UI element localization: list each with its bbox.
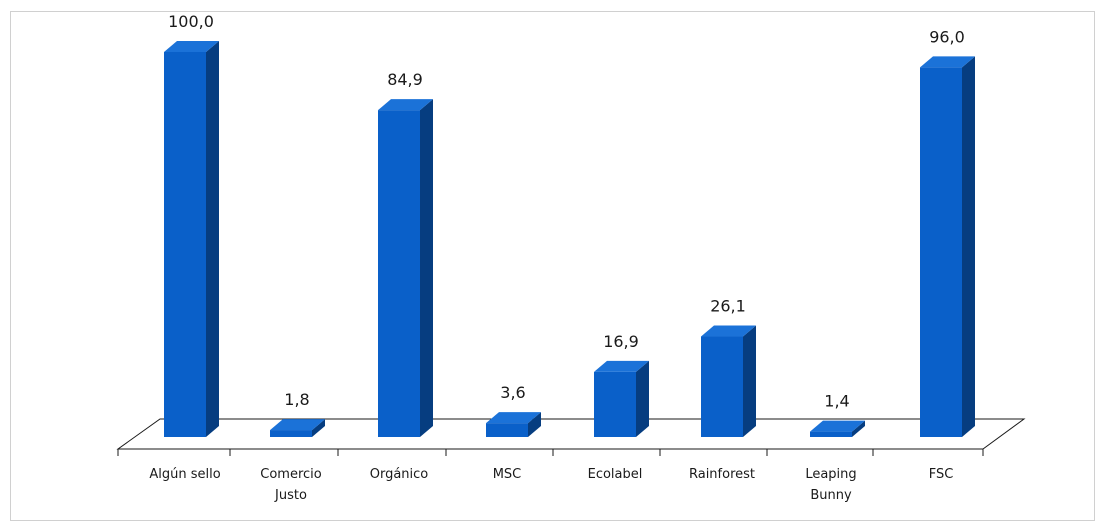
category-label: MSC	[493, 467, 522, 482]
bar-front	[270, 430, 312, 437]
bar-side	[420, 99, 433, 437]
data-label: 100,0	[168, 12, 214, 31]
data-label: 26,1	[710, 297, 746, 316]
chart-floor	[116, 418, 1026, 450]
bar-top	[378, 99, 433, 111]
data-label: 3,6	[500, 383, 525, 402]
data-label: 1,4	[824, 392, 849, 411]
value-labels-layer: 100,0 1,8 84,9 3,6 16,9 26,1 1,4 96,0	[168, 12, 965, 411]
bar-side	[206, 41, 219, 437]
bar	[920, 56, 975, 438]
bar-top	[164, 41, 219, 52]
bar-side	[528, 412, 541, 437]
bar-front	[920, 67, 962, 438]
bar-front	[486, 423, 528, 437]
bar	[270, 419, 325, 437]
category-axis: Algún sello Comercio Justo Orgánico MSC Ecola…	[117, 449, 984, 503]
data-label: 16,9	[603, 332, 639, 351]
chart-border	[10, 11, 1095, 521]
category-label: FSC	[929, 467, 954, 482]
bar-top	[810, 420, 865, 432]
category-label: Algún sello	[149, 467, 220, 482]
category-label: Ecolabel	[588, 467, 643, 482]
bar-top	[920, 56, 975, 68]
bar	[486, 412, 541, 437]
bar-side	[962, 56, 975, 438]
category-label: Rainforest	[689, 467, 755, 482]
bar	[594, 360, 649, 437]
bar-front	[594, 371, 636, 437]
bar-front	[164, 52, 206, 437]
bar-front	[810, 431, 852, 437]
bar	[701, 325, 756, 437]
category-label: Leaping Bunny	[805, 467, 856, 503]
bar-top	[270, 419, 325, 431]
category-label: Orgánico	[370, 467, 429, 482]
bar-side	[743, 325, 756, 437]
bar-side	[636, 360, 649, 437]
data-label: 1,8	[284, 390, 309, 409]
bar	[164, 41, 219, 437]
bars-layer	[164, 41, 975, 438]
bar-side	[852, 420, 865, 437]
bar-front	[701, 336, 743, 437]
bar	[810, 420, 865, 437]
bar-top	[594, 360, 649, 372]
data-label: 84,9	[387, 70, 423, 89]
bar-front	[378, 110, 420, 437]
category-label: Comercio Justo	[260, 467, 322, 503]
data-label: 96,0	[929, 27, 965, 46]
bar-side	[312, 419, 325, 437]
bar-top	[486, 412, 541, 424]
bar-top	[701, 325, 756, 337]
bar	[378, 99, 433, 437]
